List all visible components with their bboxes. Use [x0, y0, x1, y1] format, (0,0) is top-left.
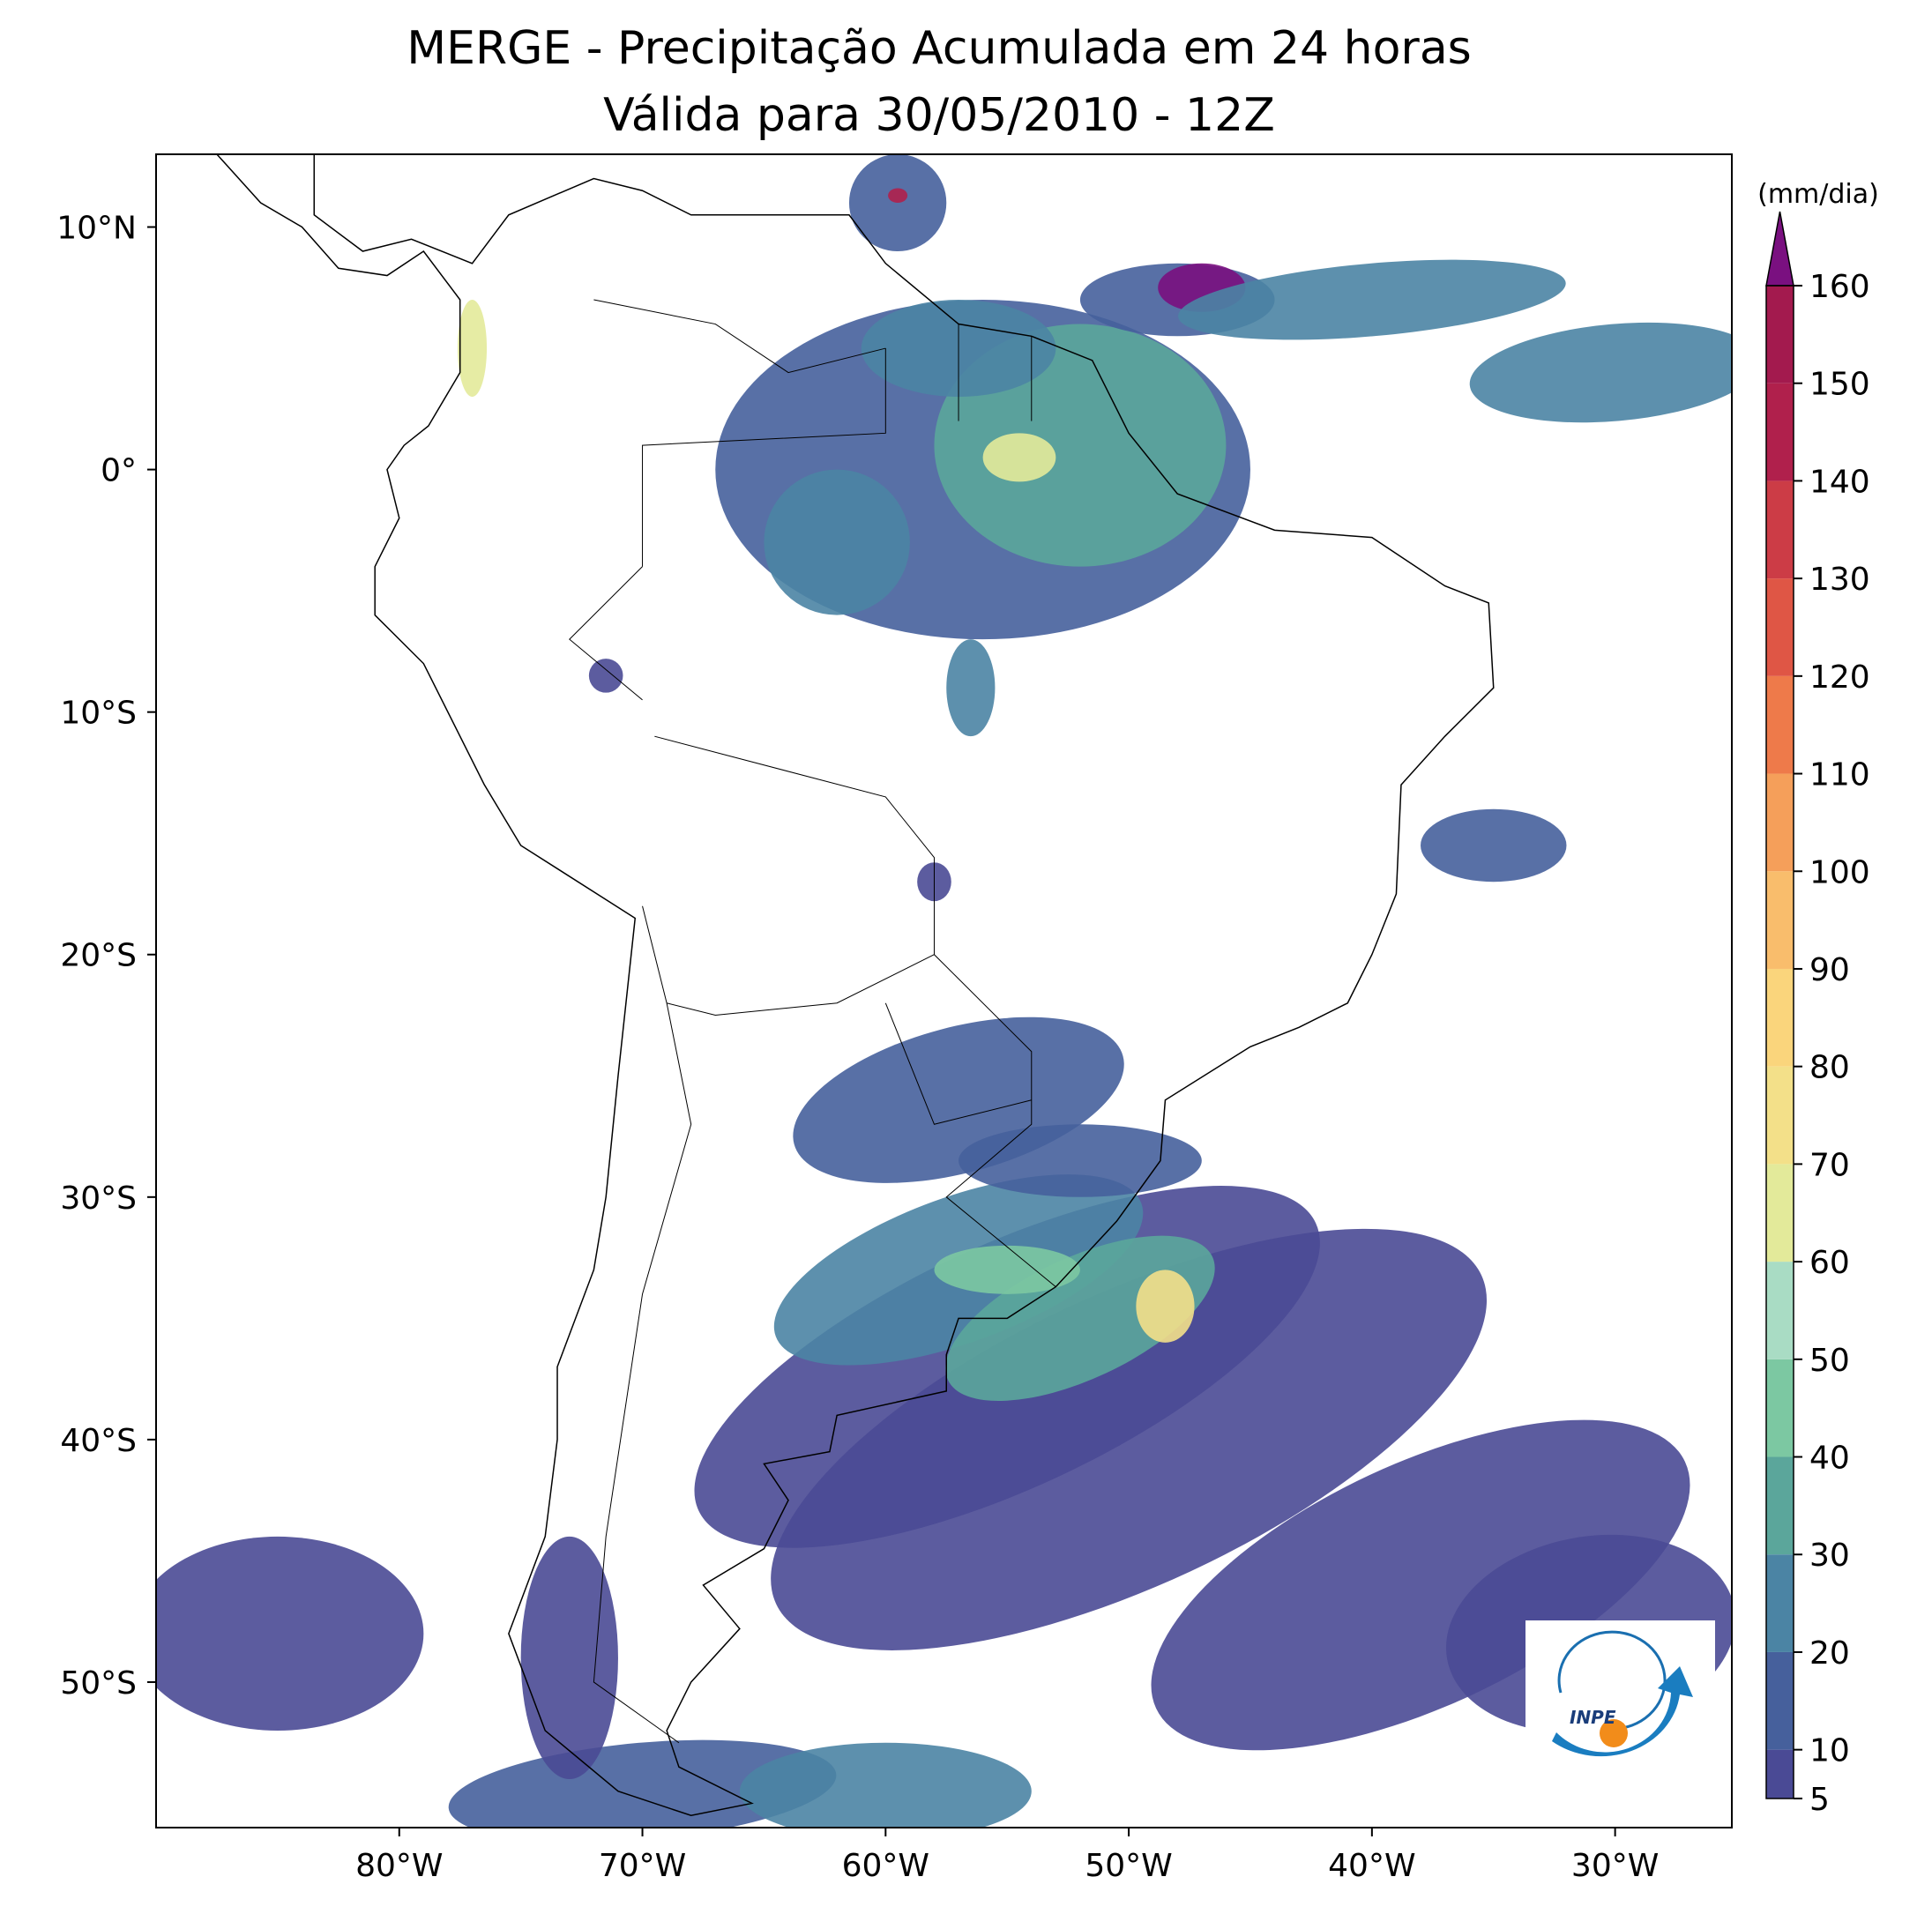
precip-area: [520, 1536, 618, 1779]
colorbar-tick-label: 150: [1809, 367, 1870, 403]
y-tick-label: 10°N: [56, 211, 137, 247]
colorbar-tick-label: 110: [1809, 757, 1870, 793]
colorbar-tick-label: 90: [1809, 952, 1850, 988]
colorbar-band: [1766, 383, 1794, 481]
border: [642, 348, 886, 567]
precip-area: [982, 433, 1056, 482]
logo-text: INPE: [1570, 1707, 1616, 1728]
border: [654, 735, 1056, 1287]
border: [593, 299, 886, 374]
colorbar-band: [1766, 286, 1794, 384]
precip-area: [934, 1245, 1080, 1294]
precip-area: [771, 1228, 1488, 1650]
colorbar-band: [1766, 480, 1794, 579]
precip-area: [1469, 322, 1732, 423]
y-tick-label: 50°S: [60, 1665, 137, 1702]
x-tick-label: 60°W: [842, 1848, 929, 1884]
colorbar-band: [1766, 1749, 1794, 1799]
x-tick-label: 70°W: [599, 1848, 686, 1884]
y-tick-label: 30°S: [60, 1180, 137, 1217]
x-tick-label: 50°W: [1085, 1848, 1172, 1884]
border: [569, 566, 643, 701]
precip-area: [156, 1536, 424, 1731]
colorbar-band: [1766, 871, 1794, 969]
logo-arc: [1557, 1630, 1667, 1730]
precip-area: [1421, 808, 1567, 883]
colorbar-band: [1766, 578, 1794, 676]
colorbar-band: [1766, 1262, 1794, 1359]
precip-area: [848, 154, 947, 252]
colorbar-tick-label: 40: [1809, 1441, 1850, 1477]
colorbar-tick-label: 20: [1809, 1635, 1850, 1672]
colorbar-band: [1766, 675, 1794, 774]
colorbar-tick-label: 10: [1809, 1733, 1850, 1769]
border: [593, 905, 692, 1744]
logo-dot: [1600, 1719, 1628, 1747]
colorbar-tick-label: 60: [1809, 1245, 1850, 1281]
y-tick-label: 20°S: [60, 938, 137, 974]
border: [884, 1002, 1032, 1125]
colorbar-label: (mm/dia): [1757, 179, 1879, 210]
precip-area: [739, 1742, 1032, 1828]
precip-area: [888, 188, 908, 204]
colorbar-band: [1766, 1164, 1794, 1262]
colorbar-tick-label: 120: [1809, 659, 1870, 696]
colorbar-tick-label: 70: [1809, 1147, 1850, 1183]
colorbar-extend: [1765, 211, 1794, 287]
precip-area: [946, 639, 996, 737]
map-area: [156, 154, 1732, 1828]
precip-area: [1151, 1419, 1690, 1751]
y-tick-label: 10°S: [60, 696, 137, 732]
colorbar-frame: [1765, 285, 1794, 1799]
colorbar-band: [1766, 1359, 1794, 1457]
title: MERGE - Precipitação Acumulada em 24 hor…: [407, 22, 1472, 75]
precip-area: [457, 300, 488, 398]
colorbar-tick-label: 130: [1809, 562, 1870, 598]
precip-area: [1178, 259, 1566, 340]
colorbar-band: [1766, 1066, 1794, 1165]
subtitle: Válida para 30/05/2010 - 12Z: [603, 89, 1275, 142]
precip-area: [959, 1124, 1202, 1197]
logo-swoosh: [1552, 1666, 1693, 1757]
colorbar-tick-label: 140: [1809, 464, 1870, 500]
map-frame: [155, 153, 1733, 1828]
colorbar-band: [1766, 773, 1794, 872]
colorbar-tick-label: 30: [1809, 1538, 1850, 1574]
y-tick-label: 0°: [101, 453, 137, 489]
colorbar-band: [1766, 968, 1794, 1067]
colorbar-tick-label: 80: [1809, 1050, 1850, 1086]
x-tick-label: 80°W: [355, 1848, 443, 1884]
colorbar-tick-label: 100: [1809, 854, 1870, 890]
colorbar-tick-label: 160: [1809, 269, 1870, 305]
x-tick-label: 40°W: [1328, 1848, 1415, 1884]
colorbar-tick-label: 50: [1809, 1343, 1850, 1379]
x-tick-label: 30°W: [1571, 1848, 1659, 1884]
colorbar-tick-label: 5: [1809, 1782, 1830, 1818]
border: [666, 954, 935, 1017]
precip-area: [1136, 1270, 1195, 1343]
precip-area: [764, 469, 910, 615]
logo: INPE: [1525, 1620, 1715, 1789]
colorbar-band: [1766, 1554, 1794, 1652]
colorbar-band: [1766, 1456, 1794, 1555]
precip-area: [588, 659, 623, 693]
coastline: [216, 154, 1495, 1817]
logo-box: [1525, 1620, 1715, 1789]
colorbar-band: [1766, 1651, 1794, 1750]
precip-area: [945, 1235, 1215, 1402]
y-tick-label: 40°S: [60, 1423, 137, 1459]
precip-area: [448, 1739, 837, 1828]
